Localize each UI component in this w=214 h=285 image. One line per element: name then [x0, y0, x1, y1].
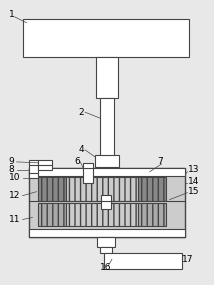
Bar	[138, 203, 166, 227]
Text: 17: 17	[181, 255, 193, 264]
Bar	[83, 163, 93, 183]
Bar	[97, 237, 115, 247]
Bar	[22, 19, 189, 56]
Text: 7: 7	[158, 157, 163, 166]
Bar	[96, 56, 118, 98]
Bar	[101, 195, 111, 209]
Text: 1: 1	[9, 10, 14, 19]
Text: 2: 2	[78, 108, 84, 117]
Text: 14: 14	[187, 177, 199, 186]
Text: 13: 13	[187, 165, 199, 174]
Bar	[39, 177, 66, 201]
Bar	[100, 98, 114, 160]
Bar	[28, 160, 39, 178]
Text: 8: 8	[9, 165, 14, 174]
Bar	[28, 229, 186, 237]
Text: 12: 12	[9, 191, 20, 200]
Bar	[66, 203, 138, 227]
Bar	[95, 155, 119, 167]
Bar	[100, 247, 112, 253]
Bar	[28, 168, 186, 237]
Text: 10: 10	[9, 173, 20, 182]
Text: 11: 11	[9, 215, 20, 224]
Bar	[28, 168, 186, 176]
Text: 9: 9	[9, 157, 14, 166]
Bar	[138, 177, 166, 201]
Bar	[104, 253, 181, 269]
Bar	[39, 160, 52, 170]
Text: 4: 4	[78, 145, 84, 154]
Bar	[39, 203, 66, 227]
Text: 6: 6	[74, 157, 80, 166]
Text: 15: 15	[187, 187, 199, 196]
Bar	[66, 177, 138, 201]
Text: 16: 16	[100, 263, 111, 272]
